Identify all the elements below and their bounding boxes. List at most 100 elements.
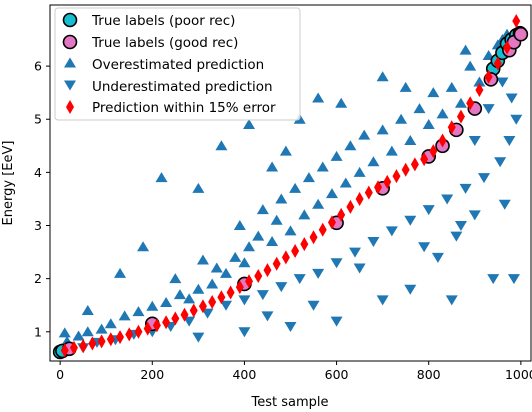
data-point-series-2-26 bbox=[275, 193, 288, 204]
data-point-series-2-48 bbox=[445, 81, 458, 92]
data-point-series-4-36 bbox=[392, 169, 401, 184]
data-point-series-2-32 bbox=[316, 161, 329, 172]
data-point-series-3-19 bbox=[422, 205, 435, 216]
data-point-series-3-40 bbox=[482, 104, 495, 115]
data-point-series-4-14 bbox=[189, 303, 198, 318]
data-point-series-4-17 bbox=[217, 290, 226, 305]
legend-box bbox=[54, 7, 301, 121]
legend-marker-within-15pct-icon bbox=[66, 100, 74, 114]
data-point-series-3-44 bbox=[307, 300, 320, 311]
data-point-series-3-20 bbox=[431, 252, 444, 263]
data-point-series-2-4 bbox=[95, 323, 108, 334]
data-point-series-4-30 bbox=[337, 207, 346, 222]
legend-marker-overestimated-icon bbox=[64, 57, 76, 68]
legend-label-good-rec: True labels (good rec) bbox=[91, 35, 238, 51]
data-point-series-2-3 bbox=[81, 326, 94, 337]
data-point-series-3-8 bbox=[219, 300, 232, 311]
data-point-series-4-40 bbox=[429, 144, 438, 159]
data-point-series-4-43 bbox=[456, 109, 465, 124]
data-point-series-2-40 bbox=[376, 124, 389, 135]
data-point-series-2-10 bbox=[169, 273, 182, 284]
data-point-series-2-66 bbox=[459, 44, 472, 55]
data-point-series-2-47 bbox=[436, 108, 449, 119]
data-point-series-4-19 bbox=[235, 280, 244, 295]
data-point-series-4-23 bbox=[272, 256, 281, 271]
data-point-series-4-35 bbox=[383, 174, 392, 189]
data-point-series-2-36 bbox=[344, 140, 357, 151]
data-point-series-3-37 bbox=[238, 327, 251, 338]
legend-marker-poor-rec-icon bbox=[62, 12, 78, 28]
data-point-series-2-42 bbox=[395, 113, 408, 124]
y-tick-label-2: 2 bbox=[34, 271, 42, 286]
data-point-series-3-29 bbox=[503, 135, 516, 146]
x-tick-label-200: 200 bbox=[140, 367, 164, 382]
data-point-series-3-15 bbox=[349, 247, 362, 258]
data-point-series-2-67 bbox=[266, 161, 279, 172]
data-point-series-3-30 bbox=[507, 274, 520, 285]
plot-frame bbox=[49, 4, 532, 362]
data-point-series-2-61 bbox=[192, 182, 205, 193]
data-point-series-4-12 bbox=[171, 311, 180, 326]
data-point-series-4-42 bbox=[447, 120, 456, 135]
data-point-series-4-16 bbox=[208, 295, 217, 310]
data-point-series-2-41 bbox=[385, 145, 398, 156]
data-point-series-4-10 bbox=[152, 318, 161, 333]
data-point-series-2-18 bbox=[229, 251, 242, 262]
data-point-series-4-37 bbox=[401, 162, 410, 177]
data-point-series-4-33 bbox=[364, 185, 373, 200]
data-point-series-3-33 bbox=[404, 284, 417, 295]
data-point-series-3-10 bbox=[256, 290, 269, 301]
data-point-series-2-65 bbox=[81, 305, 94, 316]
data-point-series-4-2 bbox=[79, 339, 88, 354]
data-point-series-4-29 bbox=[327, 215, 336, 230]
data-point-series-2-51 bbox=[473, 76, 486, 87]
data-point-series-2-50 bbox=[464, 60, 477, 71]
data-point-series-2-0 bbox=[58, 327, 71, 338]
data-point-series-4-48 bbox=[503, 40, 512, 55]
data-point-series-3-45 bbox=[261, 311, 274, 322]
legend-label-overestimated: Overestimated prediction bbox=[92, 57, 264, 73]
data-point-series-4-1 bbox=[69, 340, 78, 355]
data-point-series-2-25 bbox=[270, 214, 283, 225]
data-point-series-2-44 bbox=[413, 103, 426, 114]
y-tick-label-1: 1 bbox=[34, 324, 42, 339]
data-point-series-2-38 bbox=[358, 129, 371, 140]
data-point-series-3-39 bbox=[468, 135, 481, 146]
data-point-series-4-5 bbox=[106, 332, 115, 347]
data-point-series-3-7 bbox=[201, 308, 214, 319]
data-point-series-4-38 bbox=[410, 157, 419, 172]
data-point-series-4-49 bbox=[512, 13, 521, 28]
data-point-series-4-45 bbox=[475, 83, 484, 98]
legend: True labels (poor rec) True labels (good… bbox=[54, 7, 301, 121]
data-point-series-2-45 bbox=[422, 119, 435, 130]
data-point-series-4-15 bbox=[198, 299, 207, 314]
data-point-series-4-32 bbox=[355, 191, 364, 206]
data-point-series-3-46 bbox=[418, 242, 431, 253]
data-point-series-2-17 bbox=[219, 267, 232, 278]
data-point-series-3-16 bbox=[367, 236, 380, 247]
data-point-series-3-38 bbox=[192, 332, 205, 343]
data-point-series-2-68 bbox=[376, 71, 389, 82]
data-point-series-3-32 bbox=[376, 295, 389, 306]
data-point-series-4-24 bbox=[281, 250, 290, 265]
data-point-series-2-16 bbox=[210, 262, 223, 273]
data-point-series-3-31 bbox=[510, 114, 523, 125]
data-point-series-2-6 bbox=[118, 310, 131, 321]
data-point-series-2-62 bbox=[155, 172, 168, 183]
data-point-series-2-19 bbox=[233, 220, 246, 231]
data-point-series-4-31 bbox=[346, 199, 355, 214]
data-point-series-3-24 bbox=[468, 210, 481, 221]
data-point-series-2-60 bbox=[335, 97, 348, 108]
data-point-series-4-28 bbox=[318, 222, 327, 237]
data-point-series-2-23 bbox=[256, 204, 269, 215]
data-point-series-2-43 bbox=[404, 134, 417, 145]
legend-marker-good-rec-icon bbox=[62, 34, 78, 50]
data-point-series-1-12 bbox=[513, 26, 529, 42]
data-point-series-2-29 bbox=[298, 209, 311, 220]
data-point-series-2-39 bbox=[367, 156, 380, 167]
data-point-series-4-7 bbox=[125, 327, 134, 342]
data-point-series-3-27 bbox=[494, 157, 507, 168]
data-point-series-3-14 bbox=[330, 258, 343, 269]
y-tick-label-5: 5 bbox=[34, 112, 42, 127]
data-point-series-3-6 bbox=[183, 316, 196, 327]
